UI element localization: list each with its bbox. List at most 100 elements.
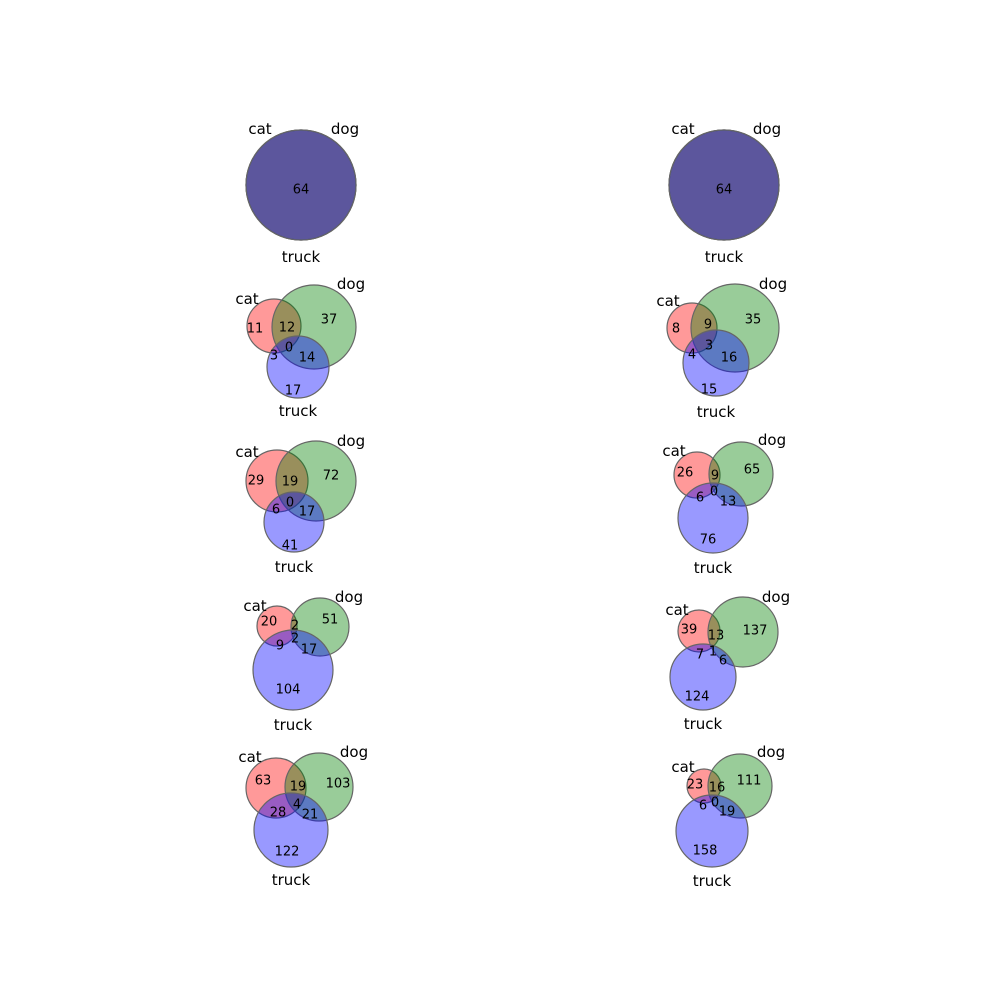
region-count-100: 26	[677, 466, 694, 481]
region-count-111: 3	[705, 339, 713, 354]
cat-set-label: cat	[671, 120, 694, 138]
region-count-010: 65	[744, 463, 761, 478]
cat-circle	[256, 605, 298, 647]
region-count-111: 0	[286, 496, 294, 511]
dog-circle	[707, 596, 779, 668]
cat-set-label: cat	[662, 442, 685, 460]
venn-diagram-3: cat dog truck 11 312 0 37 17 14	[235, 275, 365, 420]
dog-circle	[708, 441, 774, 507]
truck-set-label: truck	[274, 716, 313, 734]
region-count-001: 15	[701, 383, 718, 398]
region-count-001: 122	[275, 845, 300, 860]
region-count-100: 11	[247, 322, 264, 337]
region-count-011: 6	[719, 654, 727, 669]
region-count-111: 64	[293, 183, 310, 198]
region-count-001: 104	[276, 683, 301, 698]
region-count-100: 23	[687, 778, 704, 793]
truck-set-label: truck	[693, 872, 732, 890]
region-count-111: 1	[709, 645, 717, 660]
venn-diagram-5: cat dog truck 29 619 0 72 41 17	[235, 432, 365, 576]
cat-circle	[245, 449, 309, 513]
dog-circle	[707, 753, 773, 819]
region-count-010: 72	[323, 469, 340, 484]
dog-set-label: dog	[753, 120, 781, 138]
region-count-111: 0	[710, 485, 718, 500]
truck-set-label: truck	[279, 402, 318, 420]
dog-set-label: dog	[340, 743, 368, 761]
dog-circle	[284, 752, 354, 822]
cat-circle	[666, 302, 718, 354]
venn-diagram-4: cat dog truck 849 3 35 15 16	[656, 275, 787, 421]
venn-diagram-1: cat dog truck 64	[245, 120, 359, 266]
region-count-101: 7	[696, 648, 704, 663]
truck-set-label: truck	[282, 248, 321, 266]
region-count-011: 16	[721, 351, 738, 366]
dog-set-label: dog	[759, 275, 787, 293]
region-count-011: 13	[720, 495, 737, 510]
region-count-010: 35	[745, 313, 762, 328]
cat-set-label: cat	[248, 120, 271, 138]
region-count-100: 8	[672, 322, 680, 337]
region-count-011: 19	[719, 805, 736, 820]
region-count-011: 17	[301, 643, 318, 658]
region-count-110: 2	[291, 619, 299, 634]
region-count-010: 37	[321, 313, 338, 328]
region-count-011: 14	[299, 351, 316, 366]
region-count-010: 111	[737, 774, 762, 789]
region-count-011: 17	[299, 505, 316, 520]
dog-set-label: dog	[337, 432, 365, 450]
truck-circle	[669, 643, 737, 711]
region-count-110: 12	[279, 321, 296, 336]
cat-set-label: cat	[671, 758, 694, 776]
truck-set-label: truck	[272, 871, 311, 889]
truck-circle	[677, 482, 749, 554]
truck-circle	[668, 129, 780, 241]
cat-set-label: cat	[238, 748, 261, 766]
region-count-100: 63	[255, 774, 272, 789]
region-count-100: 29	[248, 474, 265, 489]
cat-set-label: cat	[235, 290, 258, 308]
region-count-001: 41	[282, 539, 299, 554]
truck-set-label: truck	[684, 715, 723, 733]
dog-set-label: dog	[335, 588, 363, 606]
dog-circle	[690, 283, 780, 373]
venn-diagram-8: cat dog truck 39 7 131 137 124 6	[665, 588, 790, 733]
region-count-011: 21	[302, 808, 319, 823]
region-count-001: 124	[685, 690, 710, 705]
region-count-110: 19	[282, 475, 299, 490]
cat-circle	[246, 298, 302, 354]
dog-set-label: dog	[758, 431, 786, 449]
region-count-101: 4	[688, 348, 696, 363]
dog-circle	[290, 597, 350, 657]
truck-circle	[245, 129, 357, 241]
cat-circle	[245, 757, 307, 819]
region-count-110: 13	[708, 629, 725, 644]
truck-circle	[675, 794, 749, 868]
truck-set-label: truck	[275, 558, 314, 576]
region-count-101: 9	[276, 639, 284, 654]
venn-diagram-2: cat dog truck 64	[668, 120, 781, 266]
region-count-001: 17	[285, 384, 302, 399]
truck-circle	[266, 335, 330, 399]
truck-circle	[682, 329, 750, 397]
region-count-101: 28	[270, 806, 287, 821]
truck-set-label: truck	[694, 559, 733, 577]
region-count-100: 20	[261, 615, 278, 630]
dog-set-label: dog	[762, 588, 790, 606]
truck-set-label: truck	[697, 403, 736, 421]
truck-circle	[263, 491, 325, 553]
region-count-111: 64	[716, 183, 733, 198]
truck-circle	[253, 792, 329, 868]
region-count-111: 0	[285, 341, 293, 356]
region-count-111: 0	[711, 796, 719, 811]
dog-circle	[275, 440, 357, 522]
cat-circle	[673, 451, 721, 499]
region-count-110: 9	[711, 469, 719, 484]
region-count-111: 2	[291, 632, 299, 647]
dog-set-label: dog	[331, 120, 359, 138]
